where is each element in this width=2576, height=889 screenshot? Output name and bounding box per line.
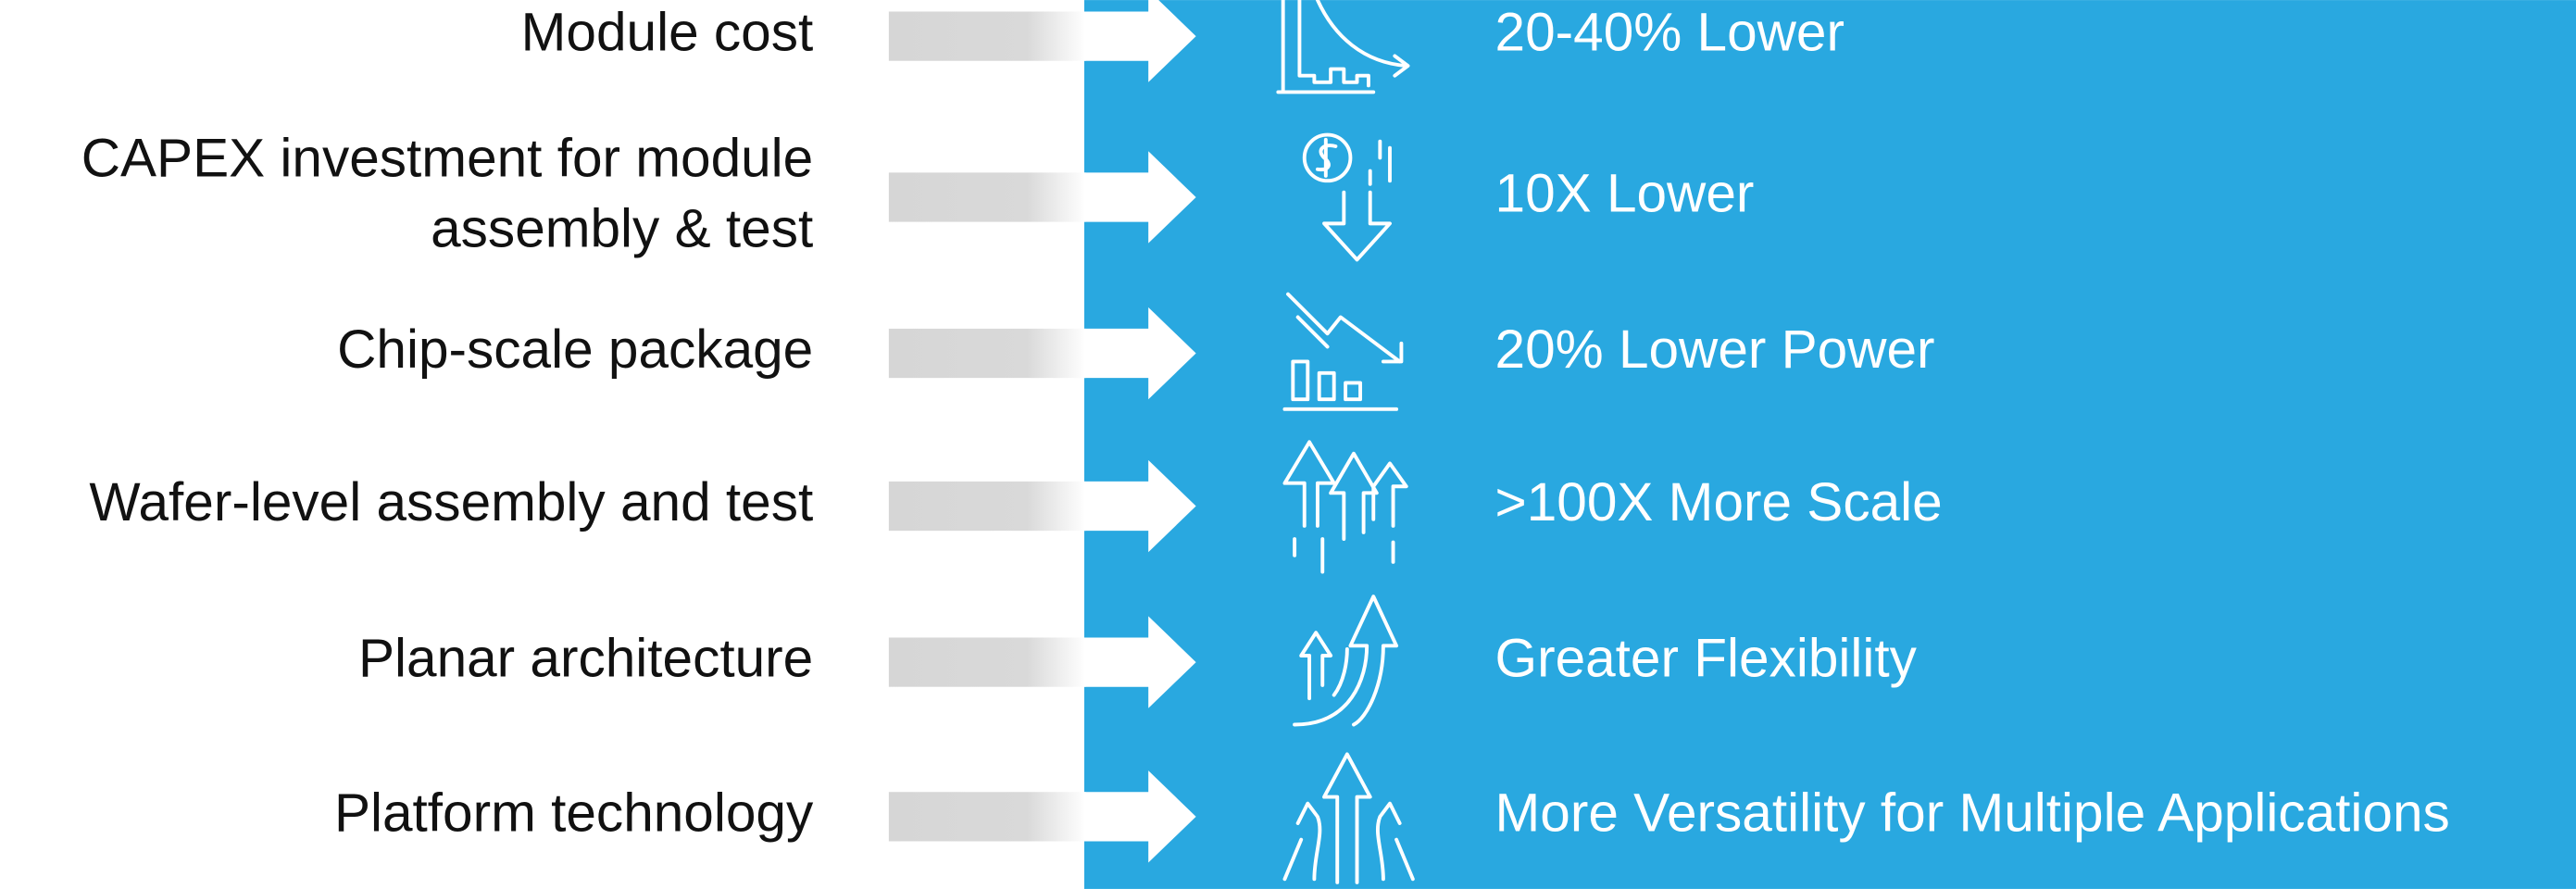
arrow-bar [888,11,1086,61]
row-result: 20-40% Lower [1495,3,1844,63]
row-icon [1276,0,1410,94]
arrow-head [1083,616,1196,708]
arrow-bar [888,792,1086,842]
row-result: 20% Lower Power [1495,319,1935,380]
row-result: More Versatility for Multiple Applicatio… [1495,783,2450,843]
arrow-head [1083,0,1196,82]
row-label: Chip-scale package [337,319,813,380]
row-label: Planar architecture [358,629,813,689]
arrow-bar [888,328,1086,379]
row-result: 10X Lower [1495,163,1755,223]
arrow-head [1083,459,1196,553]
row-label: Platform technology [334,783,814,843]
blue-panel [1083,0,2576,889]
arrow-head [1083,770,1196,863]
row-label: Module cost [521,3,814,63]
arrow-bar [888,637,1086,687]
arrow-head [1083,307,1196,400]
row-label: Wafer-level assembly and test [89,472,813,532]
row-icon [1282,292,1404,411]
row-icon [1302,132,1392,262]
row-result: >100X More Scale [1495,472,1943,532]
row-result: Greater Flexibility [1495,629,1918,689]
row-icon [1282,752,1415,884]
row-icon [1282,440,1408,574]
row-label: assembly & test [431,199,813,259]
row-icon [1293,595,1399,727]
arrow-bar [888,172,1086,222]
row-label: CAPEX investment for module [81,128,814,188]
arrow-head [1083,151,1196,244]
arrow-bar [888,481,1086,532]
